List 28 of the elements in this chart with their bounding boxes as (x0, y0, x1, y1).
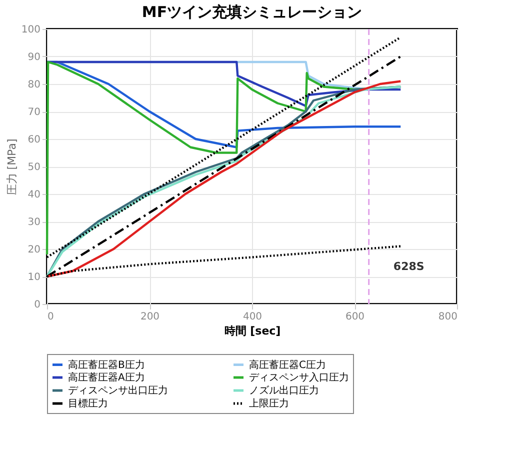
legend-label: ディスペンサ出口圧力 (68, 384, 168, 396)
y-tick-label: 40 (28, 190, 40, 200)
chart-title: MFツイン充填シミュレーション (142, 3, 362, 21)
y-tick-label: 70 (28, 107, 40, 118)
x-tick-label: 800 (438, 312, 458, 322)
ref-line-label: 628S (393, 260, 424, 273)
legend-label: 目標圧力 (68, 398, 108, 410)
legend-label: 上限圧力 (249, 398, 289, 410)
y-tick-label: 30 (28, 217, 40, 228)
y-tick-label: 90 (28, 52, 40, 63)
legend-label: 高圧蓄圧器A圧力 (68, 372, 145, 384)
y-tick-label: 10 (28, 272, 40, 283)
y-tick-label: 60 (28, 134, 40, 146)
y-tick-label: 100 (21, 24, 40, 36)
legend-label: ノズル出口圧力 (249, 384, 319, 396)
x-axis-title: 時間 [sec] (224, 324, 281, 338)
legend-label: 高圧蓄圧器C圧力 (249, 358, 326, 371)
x-tick-label: 400 (242, 312, 262, 322)
y-axis-title: 圧力 [MPa] (5, 138, 18, 196)
y-tick-label: 50 (28, 162, 40, 173)
y-tick-label: 0 (34, 300, 40, 310)
x-tick-label: 0 (48, 312, 54, 322)
y-tick-label: 80 (28, 80, 40, 90)
x-tick-label: 200 (140, 312, 160, 322)
legend-label: ディスペンサ入口圧力 (249, 372, 349, 384)
legend-label: 高圧蓄圧器B圧力 (68, 358, 145, 371)
y-tick-label: 20 (28, 244, 40, 256)
x-tick-label: 600 (345, 312, 365, 322)
